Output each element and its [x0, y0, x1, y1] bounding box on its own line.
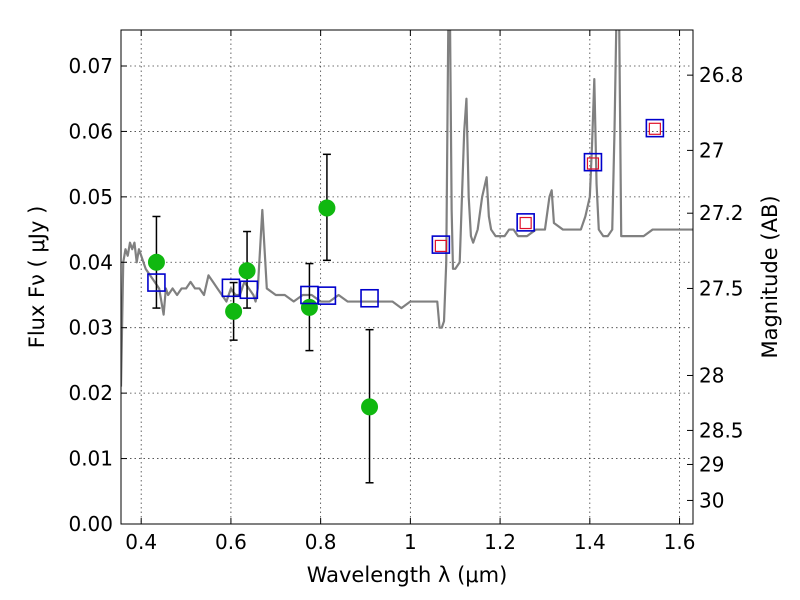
y2-tick-label: 28.5: [699, 418, 744, 442]
y2-tick-label: 27: [699, 138, 724, 162]
x-tick-label: 0.4: [125, 530, 157, 554]
model-square: [516, 213, 535, 232]
y2-tick-label: 27.2: [699, 201, 744, 225]
ir-band-square: [519, 216, 532, 230]
spectrum-line: [121, 30, 693, 387]
x-tick-label: 0.6: [215, 530, 247, 554]
y-tick-label: 0.01: [68, 447, 113, 471]
model-square: [221, 278, 241, 298]
y2-tick-label: 26.8: [699, 63, 744, 87]
model-square: [239, 280, 259, 300]
y-axis-label: Flux Fν ( μJy ): [25, 206, 49, 349]
x-axis-label: Wavelength λ (μm): [307, 563, 508, 587]
photometry-point: [300, 298, 318, 316]
y-tick-label: 0.03: [68, 316, 113, 340]
model-square: [147, 273, 166, 292]
y-tick-label: 0.07: [68, 54, 113, 78]
x-tick-label: 1: [404, 530, 417, 554]
model-square: [583, 152, 603, 172]
model-square: [645, 118, 665, 138]
model-square: [360, 288, 379, 308]
y-tick-label: 0.04: [68, 250, 113, 274]
spectrum-layer: [121, 30, 693, 387]
photometry-point: [147, 253, 165, 271]
photometry-point: [318, 199, 336, 217]
y-tick-label: 0.05: [68, 185, 113, 209]
x-tick-label: 1.2: [484, 530, 516, 554]
ticks: 0.4 0.6 0.8 1 1.2 1.4 1.6 0.00 0.01 0.02 0.03 0.04 0…: [68, 30, 744, 554]
ir-band-square: [586, 157, 600, 170]
y2-tick-label: 29: [699, 452, 724, 476]
model-square: [317, 286, 337, 305]
y-tick-label: 0.02: [68, 381, 113, 405]
y2-tick-label: 27.5: [699, 276, 744, 300]
plot-frame: [120, 29, 694, 525]
photometry-point: [238, 262, 256, 280]
y2-tick-label: 30: [699, 488, 724, 512]
x-tick-label: 1.4: [574, 530, 606, 554]
y-tick-label: 0.06: [68, 119, 113, 143]
photometry-point: [361, 398, 379, 416]
ir-band-square: [648, 122, 661, 135]
ir-band-square: [434, 239, 447, 253]
y-tick-label: 0.00: [68, 512, 113, 536]
photometry-point: [225, 302, 243, 320]
model-square: [431, 235, 451, 254]
x-tick-label: 1.6: [664, 530, 696, 554]
x-tick-label: 0.8: [305, 530, 337, 554]
y2-axis-label: Magnitude (AB): [758, 195, 782, 358]
y2-tick-label: 28: [699, 363, 724, 387]
markers: [147, 118, 665, 416]
